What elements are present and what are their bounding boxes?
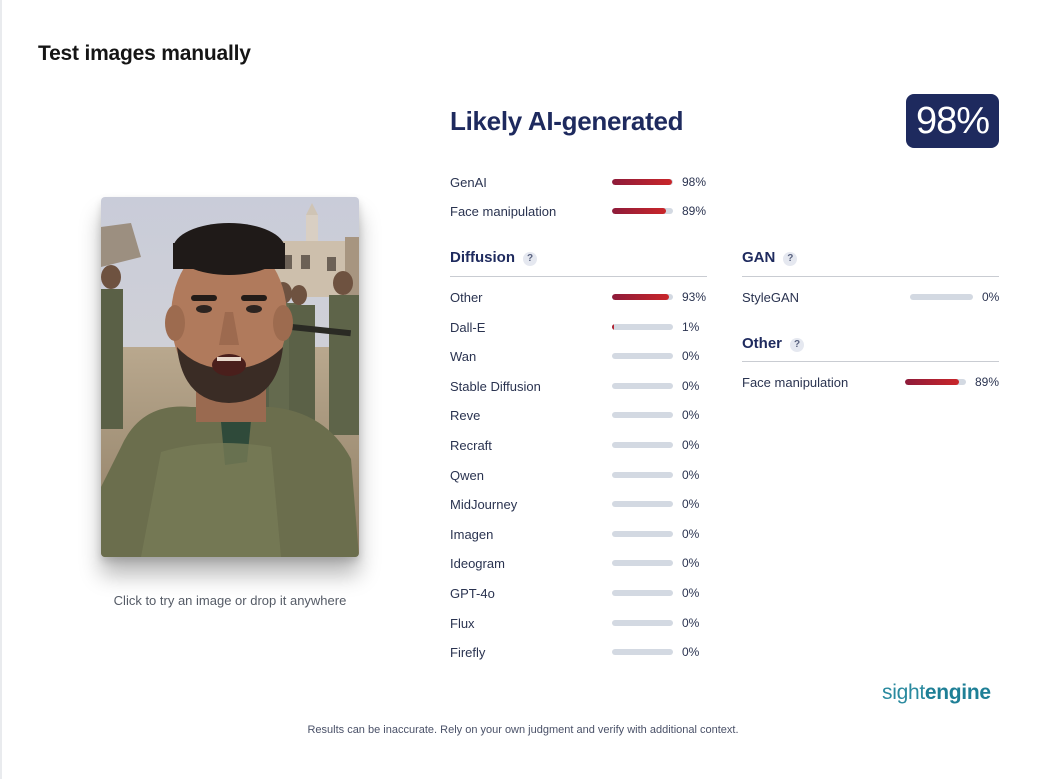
section-title-gan-label: GAN bbox=[742, 249, 776, 266]
score-row-label: Ideogram bbox=[450, 556, 505, 572]
score-bar-track bbox=[612, 619, 673, 626]
score-row: Qwen 0% bbox=[450, 466, 722, 486]
section-divider-gan bbox=[742, 276, 999, 277]
score-bar-fill bbox=[612, 208, 667, 214]
section-title-diffusion: Diffusion? bbox=[450, 249, 537, 266]
score-bar-track bbox=[612, 382, 673, 389]
score-row: Reve 0% bbox=[450, 406, 722, 426]
score-row: StyleGAN 0% bbox=[742, 288, 1022, 308]
score-bar-track bbox=[612, 208, 673, 214]
score-row-percent: 0% bbox=[682, 349, 700, 364]
score-row-percent: 89% bbox=[682, 204, 707, 218]
section-title-gan: GAN? bbox=[742, 249, 798, 266]
gan-help-icon[interactable]: ? bbox=[783, 252, 798, 266]
score-bar-fill bbox=[612, 294, 669, 300]
drop-hint-text: Click to try an image or drop it anywher… bbox=[113, 593, 347, 608]
section-title-other: Other? bbox=[742, 335, 805, 352]
score-row-percent: 0% bbox=[682, 645, 700, 660]
section-title-diffusion-label: Diffusion bbox=[450, 249, 515, 266]
page-left-border bbox=[0, 0, 2, 779]
brand-logo-bold: engine bbox=[924, 681, 991, 704]
other-help-icon[interactable]: ? bbox=[790, 338, 805, 352]
score-row-percent: 98% bbox=[682, 175, 707, 189]
score-row-percent: 1% bbox=[682, 319, 700, 334]
score-row: Ideogram 0% bbox=[450, 554, 722, 574]
score-row: Face manipulation 89% bbox=[742, 373, 1015, 393]
score-bar-track bbox=[612, 353, 673, 360]
score-row-label: Other bbox=[450, 290, 483, 305]
score-bar-fill bbox=[612, 323, 614, 330]
uploaded-image-photo bbox=[101, 197, 359, 557]
score-row: Recraft 0% bbox=[450, 436, 722, 456]
score-row-percent: 0% bbox=[982, 290, 1000, 304]
score-bar-fill bbox=[612, 179, 672, 185]
section-title-other-label: Other bbox=[742, 335, 783, 352]
score-row-percent: 0% bbox=[682, 556, 700, 571]
verdict-heading: Likely AI-generated bbox=[450, 106, 684, 136]
score-row-label: Stable Diffusion bbox=[450, 378, 541, 394]
score-bar-track bbox=[612, 179, 673, 185]
score-row-label: GenAI bbox=[450, 175, 487, 190]
diffusion-help-icon[interactable]: ? bbox=[523, 252, 537, 266]
score-row: Firefly 0% bbox=[450, 643, 722, 663]
score-bar-track bbox=[612, 442, 673, 448]
score-row-percent: 0% bbox=[682, 497, 700, 512]
score-bar-track bbox=[612, 412, 673, 419]
score-row: Imagen 0% bbox=[450, 525, 722, 545]
score-row: MidJourney 0% bbox=[450, 495, 722, 515]
score-row-label: MidJourney bbox=[450, 497, 518, 513]
section-divider-diffusion bbox=[450, 276, 707, 277]
score-bar-track bbox=[910, 294, 973, 300]
brand-logo-light: sight bbox=[882, 681, 925, 704]
score-row: Other 93% bbox=[450, 288, 722, 308]
score-row-label: Face manipulation bbox=[742, 375, 849, 390]
score-bar-fill bbox=[905, 379, 960, 385]
disclaimer-text: Results can be inaccurate. Rely on your … bbox=[307, 724, 739, 736]
score-row: GenAI 98% bbox=[450, 173, 722, 193]
score-bar-track bbox=[612, 530, 673, 537]
score-bar-track bbox=[612, 323, 673, 330]
page-title: Test images manually bbox=[38, 42, 251, 65]
score-row-percent: 0% bbox=[682, 586, 700, 600]
score-row: Face manipulation 89% bbox=[450, 202, 722, 222]
score-bar-track bbox=[612, 294, 673, 300]
score-row-percent: 0% bbox=[682, 467, 700, 482]
score-row-percent: 0% bbox=[682, 615, 700, 630]
score-row-label: Dall-E bbox=[450, 319, 486, 335]
score-bar-track bbox=[612, 501, 673, 508]
score-row-label: StyleGAN bbox=[742, 290, 800, 305]
score-bar-track bbox=[612, 560, 673, 567]
score-row-label: Reve bbox=[450, 408, 481, 424]
score-bar-track bbox=[905, 379, 966, 385]
score-row-percent: 93% bbox=[682, 290, 707, 304]
score-row-percent: 89% bbox=[975, 375, 1000, 389]
score-row-label: Face manipulation bbox=[450, 204, 557, 219]
score-row-label: Flux bbox=[450, 615, 475, 631]
score-row: Wan 0% bbox=[450, 347, 722, 367]
score-row: Flux 0% bbox=[450, 614, 722, 634]
score-row-label: Imagen bbox=[450, 526, 494, 542]
brand-logo[interactable]: sightengine bbox=[882, 681, 991, 705]
score-row-label: Wan bbox=[450, 349, 477, 365]
score-row-percent: 0% bbox=[682, 378, 700, 393]
score-bar-track bbox=[612, 649, 673, 656]
section-divider-other bbox=[742, 361, 999, 362]
score-row-percent: 0% bbox=[682, 526, 700, 541]
score-badge: 98% bbox=[906, 94, 999, 148]
score-row-percent: 0% bbox=[682, 438, 700, 452]
score-bar-track bbox=[612, 471, 673, 478]
score-row-percent: 0% bbox=[682, 408, 700, 423]
score-row-label: Recraft bbox=[450, 438, 492, 453]
score-row-label: Qwen bbox=[450, 467, 484, 483]
score-row-label: Firefly bbox=[450, 645, 486, 661]
uploaded-image[interactable] bbox=[101, 197, 359, 557]
score-row-label: GPT-4o bbox=[450, 586, 495, 601]
score-row: GPT-4o 0% bbox=[450, 584, 722, 604]
score-row: Stable Diffusion 0% bbox=[450, 377, 722, 397]
score-bar-track bbox=[612, 590, 673, 596]
score-row: Dall-E 1% bbox=[450, 318, 722, 338]
